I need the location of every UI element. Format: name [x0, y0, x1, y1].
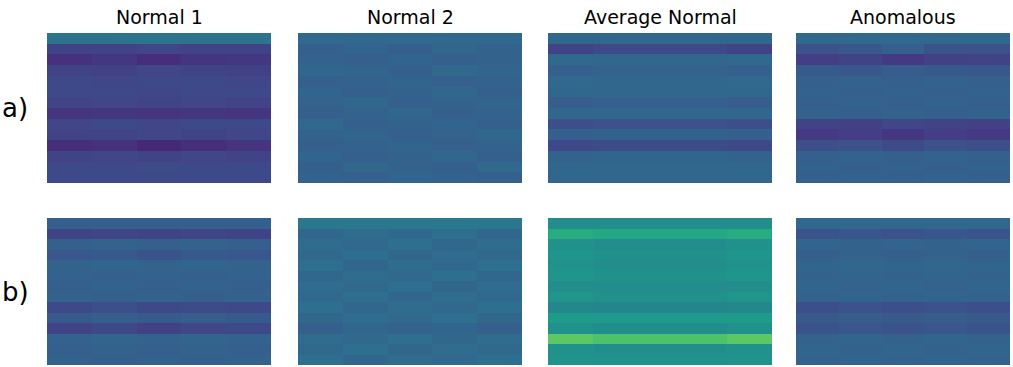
svg-text:Normal 1: Normal 1 [116, 6, 203, 28]
svg-text:a): a) [2, 93, 28, 123]
svg-text:b): b) [2, 277, 29, 307]
svg-text:Normal 2: Normal 2 [367, 6, 454, 28]
svg-text:Average Normal: Average Normal [584, 6, 737, 28]
svg-text:Anomalous: Anomalous [850, 6, 956, 28]
